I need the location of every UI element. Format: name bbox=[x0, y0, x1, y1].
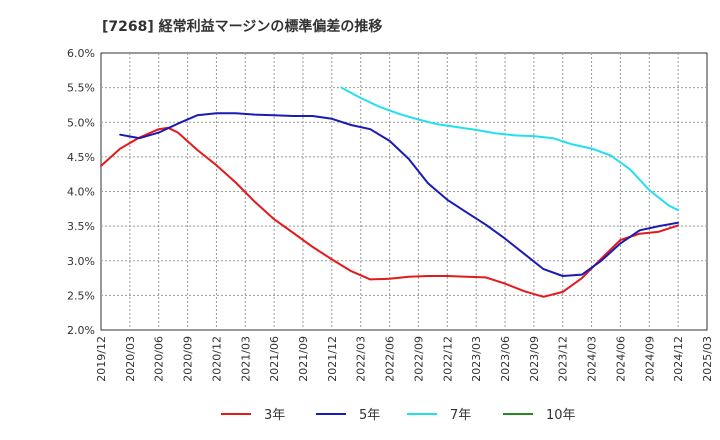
y-tick-label: 3.5% bbox=[67, 220, 95, 233]
x-axis: 2019/12 2020/03 2020/06 2020/09 2020/12 2021/… bbox=[95, 336, 714, 382]
series-line-0 bbox=[100, 126, 680, 298]
series-line-2 bbox=[340, 86, 680, 212]
y-tick-label: 4.5% bbox=[67, 151, 95, 164]
x-tick-label: 2020/12 bbox=[210, 336, 223, 382]
x-tick-label: 2022/09 bbox=[412, 336, 425, 382]
x-tick-label: 2023/12 bbox=[557, 336, 570, 382]
y-tick-label: 2.5% bbox=[67, 289, 95, 302]
legend-label-3: 10年 bbox=[546, 408, 576, 423]
plot-area bbox=[100, 52, 708, 331]
x-tick-label: 2025/03 bbox=[701, 336, 714, 382]
y-tick-label: 2.0% bbox=[67, 324, 95, 337]
chart-title: [7268] 経常利益マージンの標準偏差の推移 bbox=[102, 18, 382, 35]
x-tick-label: 2023/09 bbox=[528, 336, 541, 382]
x-tick-label: 2022/12 bbox=[441, 336, 454, 382]
legend-label-1: 5年 bbox=[359, 408, 380, 423]
x-tick-label: 2024/09 bbox=[643, 336, 656, 382]
x-tick-label: 2020/06 bbox=[153, 336, 166, 382]
legend: 3年 5年 7年 10年 bbox=[221, 408, 576, 423]
legend-label-0: 3年 bbox=[264, 408, 285, 423]
x-tick-label: 2024/03 bbox=[586, 336, 599, 382]
series-lines bbox=[100, 86, 680, 298]
series-line-1 bbox=[119, 112, 680, 277]
y-axis: 2.0% 2.5% 3.0% 3.5% 4.0% 4.5% 5.0% 5.5% 6.0% bbox=[67, 47, 95, 337]
y-tick-label: 5.0% bbox=[67, 116, 95, 129]
x-tick-label: 2024/12 bbox=[672, 336, 685, 382]
x-tick-label: 2021/06 bbox=[268, 336, 281, 382]
x-tick-label: 2023/06 bbox=[499, 336, 512, 382]
grid-lines bbox=[101, 53, 707, 330]
x-tick-label: 2024/06 bbox=[614, 336, 627, 382]
x-tick-label: 2023/03 bbox=[470, 336, 483, 382]
x-tick-label: 2022/03 bbox=[355, 336, 368, 382]
y-tick-label: 6.0% bbox=[67, 47, 95, 60]
x-tick-label: 2022/06 bbox=[384, 336, 397, 382]
legend-label-2: 7年 bbox=[450, 408, 471, 423]
x-tick-label: 2021/03 bbox=[239, 336, 252, 382]
x-tick-label: 2021/12 bbox=[326, 336, 339, 382]
x-tick-label: 2019/12 bbox=[95, 336, 108, 382]
x-tick-label: 2021/09 bbox=[297, 336, 310, 382]
y-tick-label: 5.5% bbox=[67, 82, 95, 95]
y-tick-label: 3.0% bbox=[67, 255, 95, 268]
x-tick-label: 2020/03 bbox=[124, 336, 137, 382]
x-tick-label: 2020/09 bbox=[182, 336, 195, 382]
y-tick-label: 4.0% bbox=[67, 186, 95, 199]
